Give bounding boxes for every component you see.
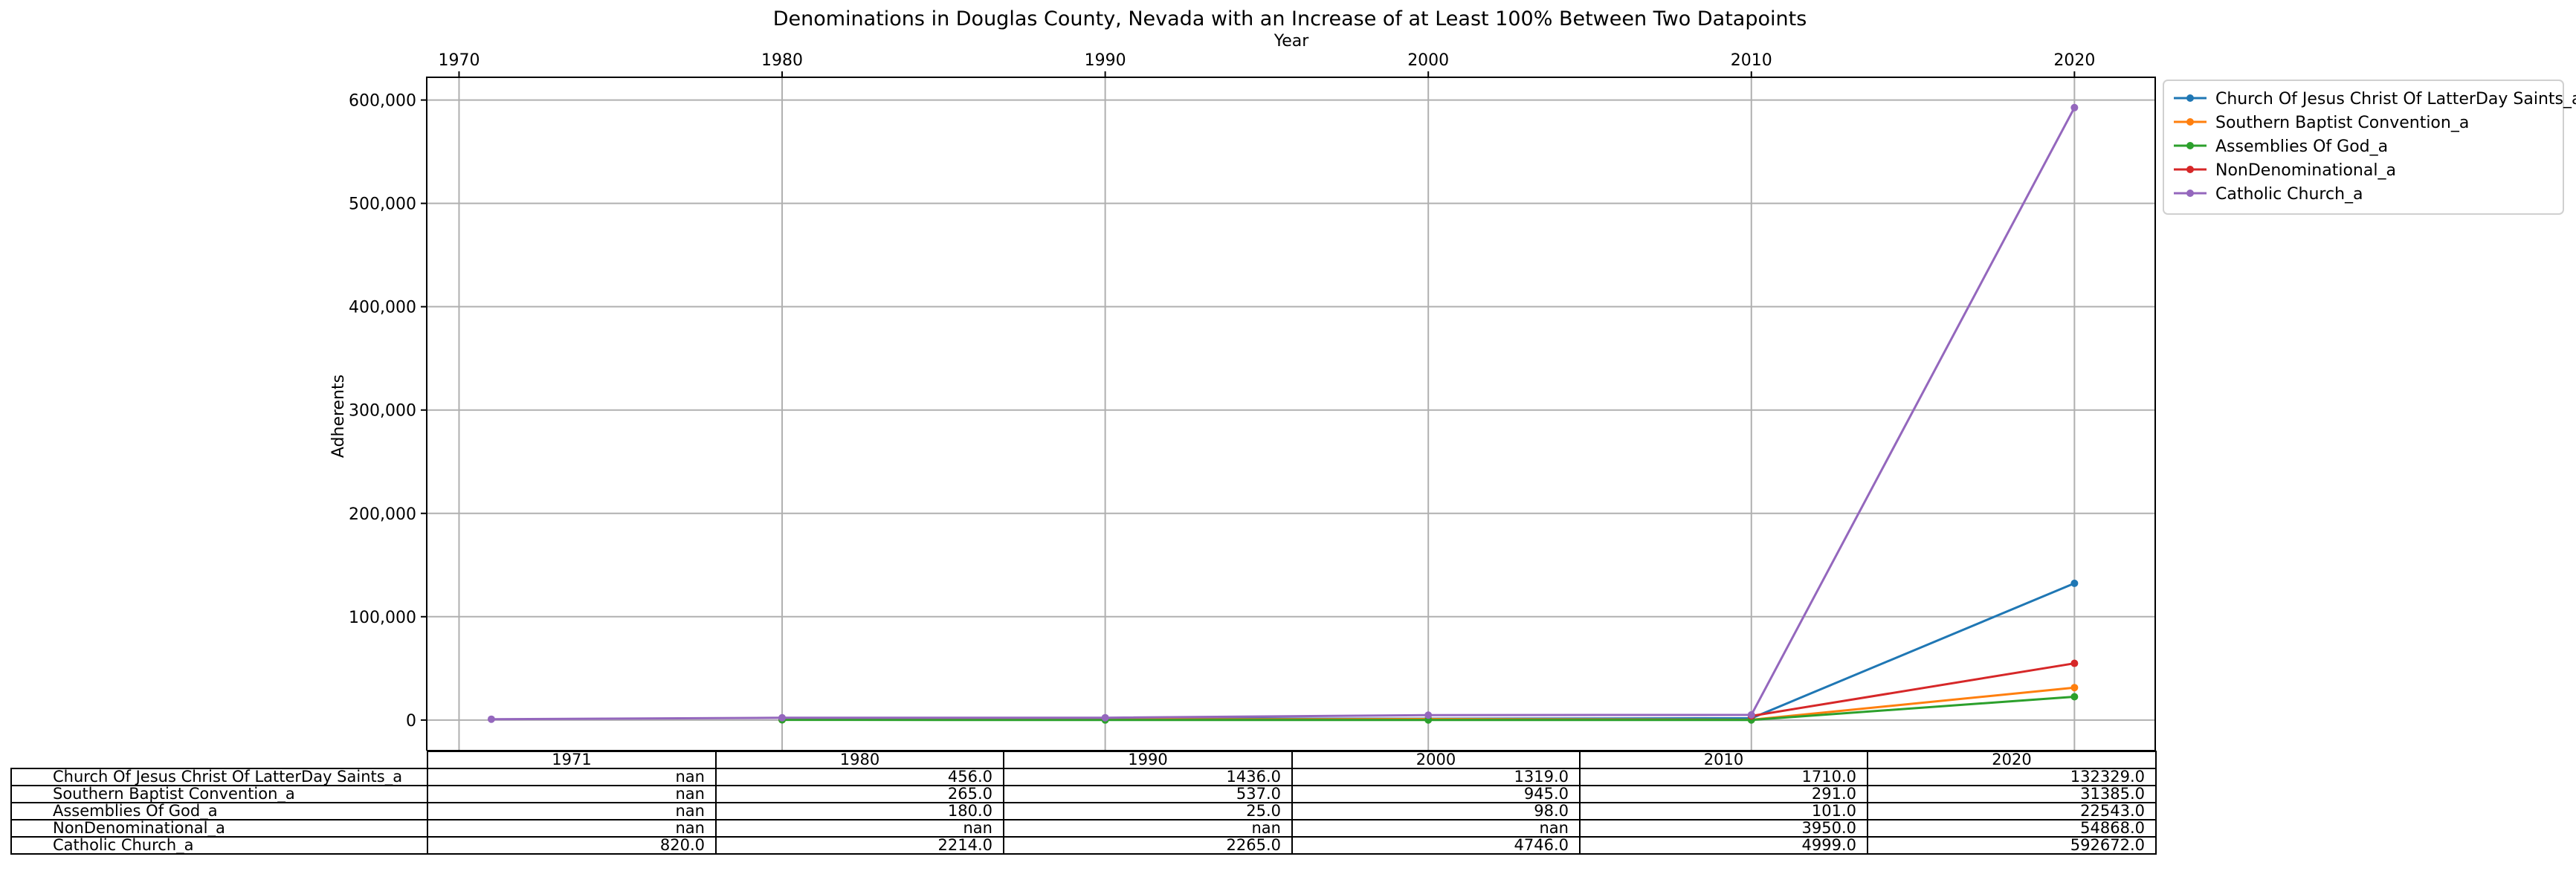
data-point <box>1424 711 1433 719</box>
series-4 <box>487 103 2079 723</box>
table-cell: 2265.0 <box>1003 836 1293 855</box>
series-line <box>491 107 2076 721</box>
table-cell: 820.0 <box>427 836 717 855</box>
x-axis-label: Year <box>1274 32 1310 51</box>
data-table: 1971 1980 1990 2000 2010 2020 Church Of Jesus … <box>10 751 2157 855</box>
table-cell: 537.0 <box>1003 785 1293 803</box>
legend-label: NonDenominational_a <box>2215 161 2396 180</box>
table-row: Church Of Jesus Christ Of LatterDay Sain… <box>10 768 2157 786</box>
table-cell: 265.0 <box>715 785 1004 803</box>
x-tick-label: 2020 <box>2053 51 2095 70</box>
plot-frame <box>426 77 2156 751</box>
y-axis-label: Adherents <box>329 375 348 458</box>
table-cell: 22543.0 <box>1867 802 2157 820</box>
table-row-label: Church Of Jesus Christ Of LatterDay Sain… <box>10 768 428 786</box>
table-cell: nan <box>715 819 1004 838</box>
x-tick-label: 1970 <box>438 51 480 70</box>
legend-label: Catholic Church_a <box>2215 185 2363 204</box>
series-line <box>1751 662 2075 717</box>
legend-box <box>2163 80 2564 215</box>
table-row: NonDenominational_a nan nan nan nan 3950.0 548… <box>10 819 2157 838</box>
table-cell: nan <box>427 768 717 786</box>
table-column-header: 2000 <box>1291 751 1581 769</box>
x-tick-label: 1990 <box>1085 51 1126 70</box>
table-header-row: 1971 1980 1990 2000 2010 2020 <box>11 751 2157 769</box>
table-cell: 4746.0 <box>1291 836 1581 855</box>
data-point <box>778 713 787 722</box>
x-tick-label: 1980 <box>761 51 803 70</box>
table-cell: 945.0 <box>1291 785 1581 803</box>
table-column-header: 1980 <box>715 751 1004 769</box>
data-point <box>2070 103 2079 111</box>
table-row-label: NonDenominational_a <box>10 819 428 838</box>
table-cell: 132329.0 <box>1867 768 2157 786</box>
legend-marker <box>2186 142 2194 149</box>
table-cell: 98.0 <box>1291 802 1581 820</box>
line-chart: Denominations in Douglas County, Nevada … <box>329 7 2576 751</box>
y-axis-ticks: 0 100,000 200,000 300,000 400,000 500,000 600,… <box>349 92 427 731</box>
data-point <box>2070 579 2079 587</box>
table-row: Assemblies Of God_a nan 180.0 25.0 98.0 101.0… <box>10 802 2157 820</box>
data-point <box>487 715 495 723</box>
legend-label: Church Of Jesus Christ Of LatterDay Sain… <box>2215 90 2576 109</box>
table-cell: 2214.0 <box>715 836 1004 855</box>
x-tick-label: 2000 <box>1407 51 1449 70</box>
series-3 <box>1747 659 2079 720</box>
table-row: Catholic Church_a 820.0 2214.0 2265.0 4746.0… <box>10 836 2157 855</box>
table-cell: 25.0 <box>1003 802 1293 820</box>
table-cell: nan <box>427 802 717 820</box>
table-row-label: Catholic Church_a <box>10 836 428 855</box>
table-cell: 291.0 <box>1579 785 1868 803</box>
table-cell: 1319.0 <box>1291 768 1581 786</box>
table-corner <box>11 751 427 768</box>
table-cell: 456.0 <box>715 768 1004 786</box>
table-cell: nan <box>1003 819 1293 838</box>
legend-marker <box>2186 118 2194 126</box>
table-column-header: 1990 <box>1003 751 1293 769</box>
data-point <box>2070 684 2079 692</box>
x-axis-ticks: 1970 1980 1990 2000 2010 2020 <box>438 51 2095 77</box>
table-row: Southern Baptist Convention_a nan 265.0 537… <box>10 785 2157 803</box>
data-point <box>2070 659 2079 667</box>
data-point <box>2070 693 2079 701</box>
chart-title: Denominations in Douglas County, Nevada … <box>773 7 1807 30</box>
table-cell: 1436.0 <box>1003 768 1293 786</box>
table-cell: 101.0 <box>1579 802 1868 820</box>
data-point <box>1747 710 1755 719</box>
table-cell: 4999.0 <box>1579 836 1868 855</box>
legend-marker <box>2186 190 2194 197</box>
table-row-label: Assemblies Of God_a <box>10 802 428 820</box>
legend: Church Of Jesus Christ Of LatterDay Sain… <box>2163 80 2576 215</box>
table-cell: 54868.0 <box>1867 819 2157 838</box>
table-column-header: 2020 <box>1867 751 2157 769</box>
legend-marker <box>2186 94 2194 102</box>
table-column-header: 2010 <box>1579 751 1868 769</box>
y-tick-label: 400,000 <box>349 299 416 317</box>
legend-label: Assemblies Of God_a <box>2215 137 2388 156</box>
table-row-label: Southern Baptist Convention_a <box>10 785 428 803</box>
legend-marker <box>2186 166 2194 173</box>
series-lines <box>487 103 2079 724</box>
table-cell: 1710.0 <box>1579 768 1868 786</box>
table-cell: nan <box>427 785 717 803</box>
table-cell: nan <box>427 819 717 838</box>
table-cell: 592672.0 <box>1867 836 2157 855</box>
y-tick-label: 300,000 <box>349 402 416 421</box>
y-tick-label: 200,000 <box>349 505 416 524</box>
legend-label: Southern Baptist Convention_a <box>2215 114 2469 132</box>
y-tick-label: 0 <box>406 712 416 731</box>
data-point <box>1101 713 1109 722</box>
table-cell: 31385.0 <box>1867 785 2157 803</box>
table-cell: 180.0 <box>715 802 1004 820</box>
y-tick-label: 600,000 <box>349 92 416 111</box>
y-tick-label: 500,000 <box>349 195 416 214</box>
table-column-header: 1971 <box>427 751 717 769</box>
x-tick-label: 2010 <box>1731 51 1772 70</box>
grid-lines <box>427 77 2155 751</box>
table-cell: 3950.0 <box>1579 819 1868 838</box>
table-cell: nan <box>1291 819 1581 838</box>
y-tick-label: 100,000 <box>349 609 416 627</box>
